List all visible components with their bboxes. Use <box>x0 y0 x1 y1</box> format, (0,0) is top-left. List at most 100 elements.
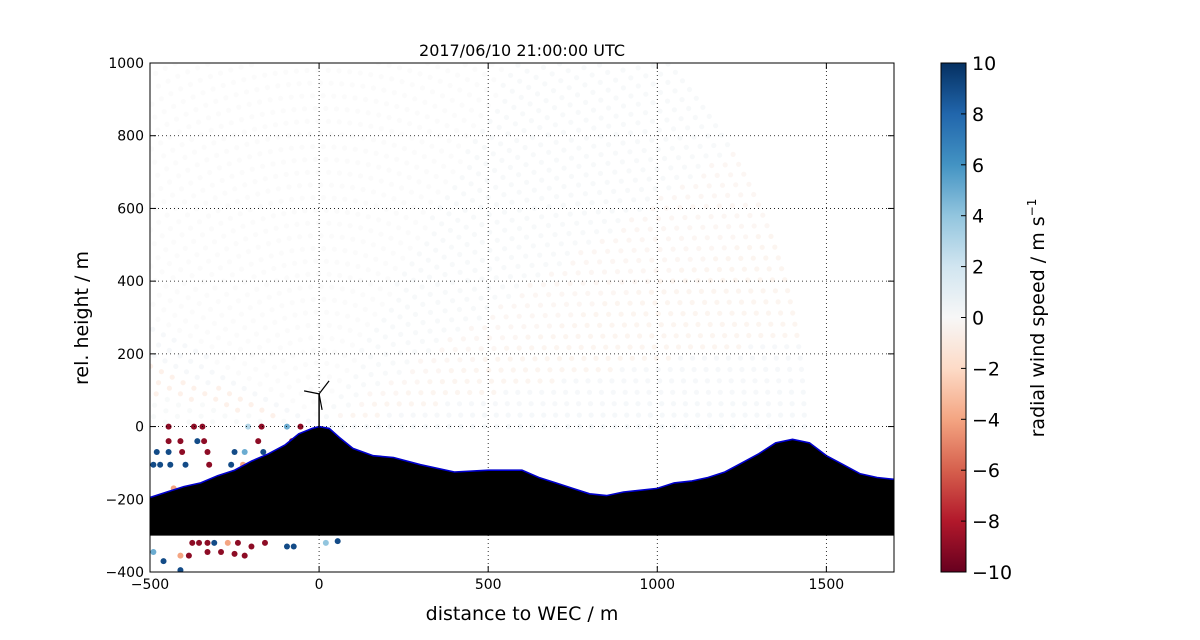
field-point <box>203 354 209 360</box>
clutter-point <box>334 538 341 545</box>
field-point <box>410 369 416 375</box>
field-point <box>198 132 204 138</box>
field-point <box>246 413 252 419</box>
field-point <box>565 424 571 430</box>
turbine-blade <box>318 380 330 395</box>
field-point <box>619 159 626 165</box>
field-point <box>603 199 609 205</box>
field-point <box>749 355 756 361</box>
field-point <box>235 298 241 304</box>
field-point <box>446 412 452 418</box>
field-point <box>657 108 663 114</box>
clutter-point <box>165 423 172 430</box>
field-point <box>297 285 303 291</box>
field-point <box>564 412 571 418</box>
clutter-point <box>185 552 192 559</box>
field-point <box>482 424 488 430</box>
field-point <box>658 195 664 201</box>
field-point <box>410 277 417 283</box>
field-point <box>203 200 209 206</box>
field-point <box>558 241 564 247</box>
field-point <box>200 90 206 96</box>
field-point <box>673 333 679 339</box>
field-point <box>434 424 441 430</box>
field-point <box>270 213 276 219</box>
field-point <box>653 268 659 274</box>
field-point <box>504 401 510 407</box>
field-point <box>310 296 316 303</box>
field-point <box>164 166 170 172</box>
field-point <box>394 103 400 110</box>
field-point <box>286 235 292 241</box>
field-point <box>610 389 616 395</box>
field-point <box>381 192 387 198</box>
field-point <box>332 349 338 355</box>
field-point <box>568 137 574 143</box>
y-tick-label: 600 <box>117 201 144 217</box>
field-point <box>725 192 731 198</box>
field-point <box>305 418 311 424</box>
field-point <box>441 163 447 169</box>
field-point <box>214 359 220 365</box>
colorbar-tick-label: 8 <box>972 104 984 126</box>
field-point <box>784 344 790 350</box>
field-point <box>683 412 689 418</box>
field-point <box>252 391 258 397</box>
field-point <box>284 407 290 413</box>
field-point <box>704 267 710 273</box>
field-point <box>668 311 674 317</box>
field-point <box>317 80 323 86</box>
field-point <box>479 222 485 228</box>
field-point <box>435 64 441 70</box>
field-point <box>158 96 164 102</box>
field-point <box>278 250 284 256</box>
field-point <box>717 152 723 158</box>
field-point <box>647 226 653 232</box>
field-point <box>252 179 258 185</box>
field-point <box>628 75 634 81</box>
field-point <box>607 367 613 373</box>
field-point <box>461 367 467 373</box>
field-point <box>467 389 473 396</box>
field-point <box>754 424 760 430</box>
field-point <box>284 328 290 334</box>
field-point <box>392 265 398 271</box>
field-point <box>163 283 169 289</box>
field-point <box>342 299 348 305</box>
field-point <box>706 183 712 189</box>
field-point <box>711 142 717 149</box>
field-point <box>404 304 410 310</box>
field-point <box>261 269 267 275</box>
field-point <box>644 247 650 253</box>
field-point <box>257 344 263 350</box>
field-point <box>329 233 335 239</box>
field-point <box>523 234 530 240</box>
field-point <box>236 370 242 376</box>
field-point <box>442 308 448 314</box>
field-point <box>236 157 242 163</box>
field-point <box>212 195 218 201</box>
field-point <box>682 401 689 407</box>
field-point <box>537 252 543 258</box>
field-point <box>355 317 361 323</box>
field-point <box>772 288 779 294</box>
field-point <box>315 220 321 226</box>
field-point <box>632 177 638 183</box>
field-point <box>787 366 793 372</box>
field-point <box>615 344 621 350</box>
x-tick-label: 1000 <box>639 577 675 593</box>
field-point <box>583 135 590 141</box>
field-point <box>251 274 257 280</box>
field-point <box>765 389 771 395</box>
field-point <box>364 321 370 328</box>
field-point <box>307 182 313 188</box>
field-point <box>176 219 182 225</box>
field-point <box>358 225 364 231</box>
field-point <box>709 162 715 169</box>
field-point <box>215 335 221 341</box>
field-point <box>623 289 629 296</box>
field-point <box>493 92 499 98</box>
field-point <box>546 167 552 173</box>
field-point <box>526 84 532 90</box>
field-point <box>404 359 410 365</box>
